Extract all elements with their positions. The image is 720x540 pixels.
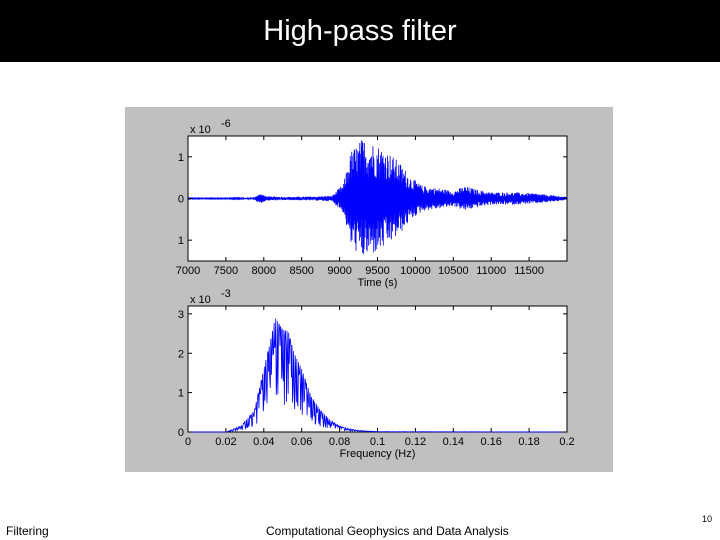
ytick-label: 1 <box>178 152 184 164</box>
chart-svg: 7000 7500 8000 8500 9000 9500 10000 10500 11000 1… <box>176 118 575 460</box>
axes-box-amplitude-spectrum <box>187 305 568 433</box>
ytick-label: 2 <box>178 348 184 360</box>
xtick-label: 11000 <box>476 265 506 277</box>
xtick-label: 8000 <box>252 265 276 277</box>
xtick-label: 0.02 <box>215 436 236 448</box>
x-axis-label: Time (s) <box>358 277 398 289</box>
xtick-label: 0 <box>185 436 191 448</box>
ytick-label: 1 <box>178 235 184 247</box>
xtick-label: 0.12 <box>405 436 426 448</box>
xtick-label: 0.2 <box>559 436 574 448</box>
xtick-label: 11500 <box>514 265 544 277</box>
footer-course: Computational Geophysics and Data Analys… <box>266 524 509 538</box>
page-number: 10 <box>702 514 713 524</box>
axis-exponent-value: -6 <box>221 118 231 130</box>
xtick-label: 0.06 <box>291 436 312 448</box>
ytick-label: 0 <box>178 194 184 206</box>
xtick-label: 10000 <box>400 265 431 277</box>
xtick-label: 0.14 <box>443 436 464 448</box>
xtick-label: 10500 <box>438 265 469 277</box>
xtick-label: 8500 <box>289 265 313 277</box>
slide-title: High-pass filter <box>0 0 720 62</box>
xtick-label: 9500 <box>365 265 389 277</box>
xtick-label: 0.04 <box>253 436 274 448</box>
trace-seismogram <box>187 140 568 255</box>
axis-exponent-label: x 10 <box>190 294 211 306</box>
x-axis-label: Frequency (Hz) <box>340 448 416 460</box>
footer-topic: Filtering <box>6 524 49 538</box>
xtick-label: 0.16 <box>480 436 501 448</box>
ytick-label: 0 <box>178 427 184 439</box>
figure-panel: 7000 7500 8000 8500 9000 9500 10000 10500 11000 1… <box>125 107 613 472</box>
ytick-label: 3 <box>178 309 184 321</box>
xtick-label: 0.18 <box>518 436 539 448</box>
xtick-label: 7500 <box>214 265 238 277</box>
axis-exponent-label: x 10 <box>190 124 211 136</box>
axis-exponent-value: -3 <box>221 288 231 300</box>
xtick-label: 7000 <box>176 265 200 277</box>
xtick-label: 9000 <box>327 265 351 277</box>
xtick-label: 0.1 <box>370 436 385 448</box>
ytick-label: 1 <box>178 388 184 400</box>
xtick-label: 0.08 <box>329 436 350 448</box>
